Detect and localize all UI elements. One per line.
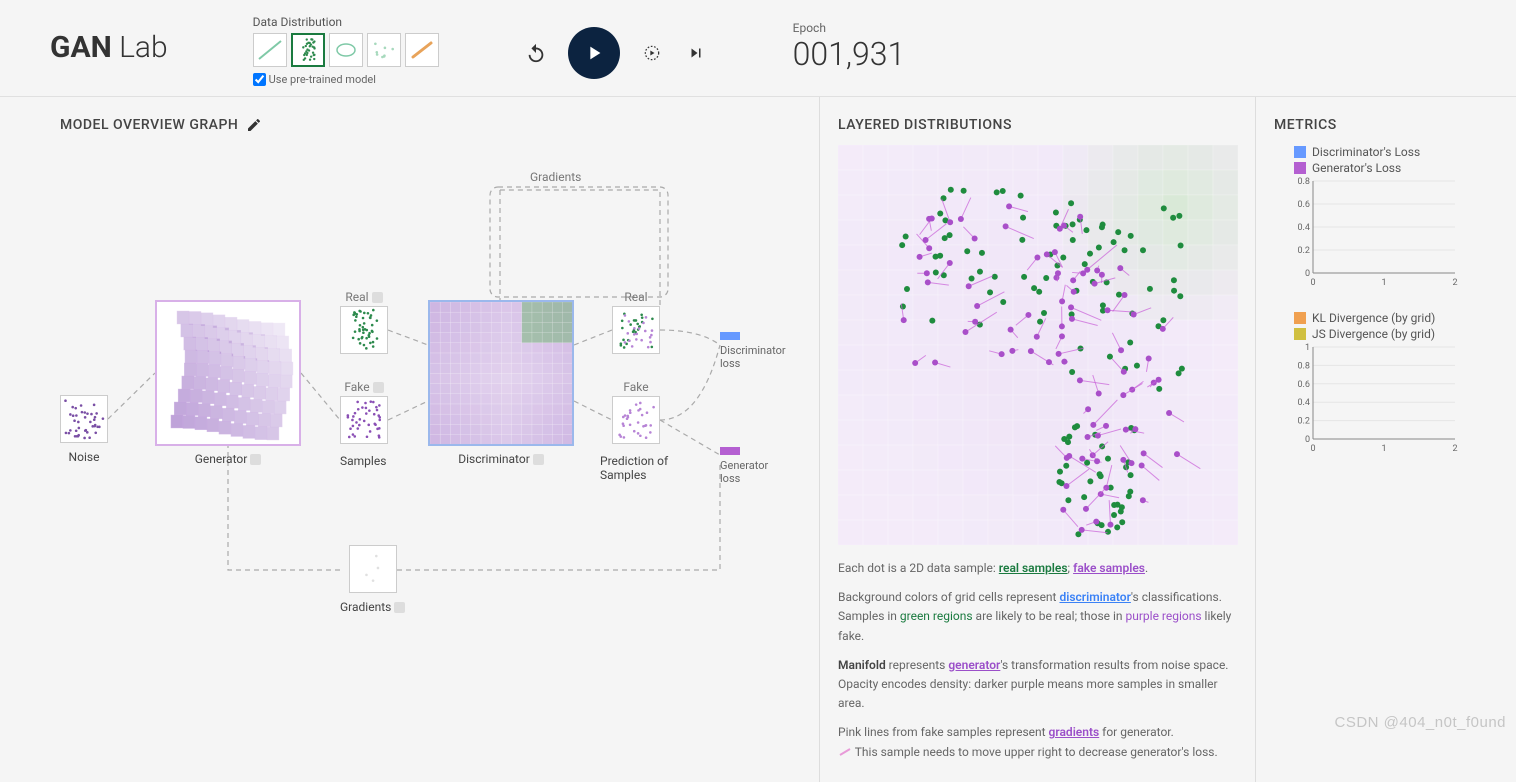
caption-1: Each dot is a 2D data sample: real sampl…: [838, 559, 1237, 578]
svg-text:0.8: 0.8: [1298, 177, 1311, 187]
dd-thumb-line[interactable]: [253, 33, 287, 67]
real-node[interactable]: Real: [340, 290, 388, 357]
metrics-column: METRICS Discriminator's Loss Generator's…: [1256, 97, 1516, 782]
gen-loss-block: Generator loss: [720, 440, 790, 485]
svg-text:0: 0: [1305, 269, 1310, 279]
fake-samples-link[interactable]: fake samples: [1073, 561, 1145, 575]
main: MODEL OVERVIEW GRAPH Gradients Noise Gen…: [0, 97, 1516, 782]
samples-label: Samples: [340, 454, 386, 468]
svg-text:0.8: 0.8: [1298, 361, 1311, 371]
watermark: CSDN @404_n0t_f0und: [1335, 714, 1507, 731]
dd-thumb-ring[interactable]: [329, 33, 363, 67]
svg-text:0: 0: [1310, 444, 1315, 453]
divergence-chart: 0 0.2 0.4 0.6 0.8 1 0 1 2: [1289, 343, 1459, 453]
svg-text:0.2: 0.2: [1298, 246, 1311, 256]
svg-text:0: 0: [1310, 278, 1315, 287]
gradients-bottom-node[interactable]: Gradients: [340, 545, 405, 614]
reset-button[interactable]: [524, 41, 548, 65]
fake-node[interactable]: Fake: [340, 380, 388, 447]
overview-canvas: Gradients Noise Generator Real Fake Samp…: [60, 145, 790, 645]
playback-controls: [524, 15, 708, 79]
legend-kl: KL Divergence (by grid): [1294, 311, 1498, 325]
svg-text:0.4: 0.4: [1298, 223, 1311, 233]
logo: GAN Lab: [50, 15, 168, 65]
loss-chart: 0 0.2 0.4 0.6 0.8 0 1 2: [1289, 177, 1459, 287]
pretrained-checkbox[interactable]: Use pre-trained model: [253, 73, 439, 86]
generator-link[interactable]: generator: [948, 658, 1000, 672]
gradients-top-label: Gradients: [530, 170, 581, 184]
svg-text:1: 1: [1381, 278, 1386, 287]
noise-node[interactable]: Noise: [60, 395, 108, 464]
caption-3: Manifold represents generator's transfor…: [838, 656, 1237, 714]
gradients-link[interactable]: gradients: [1049, 725, 1100, 739]
dd-thumb-dots[interactable]: [367, 33, 401, 67]
generator-node[interactable]: Generator: [155, 300, 301, 466]
data-distribution-label: Data Distribution: [253, 15, 439, 29]
svg-text:0.4: 0.4: [1298, 398, 1311, 408]
real-samples-link[interactable]: real samples: [999, 561, 1068, 575]
legend-js: JS Divergence (by grid): [1294, 327, 1498, 341]
edit-icon[interactable]: [246, 117, 262, 133]
overview-title: MODEL OVERVIEW GRAPH: [60, 117, 789, 133]
svg-text:1: 1: [1381, 444, 1386, 453]
epoch-label: Epoch: [793, 21, 906, 35]
overview-column: MODEL OVERVIEW GRAPH Gradients Noise Gen…: [0, 97, 820, 782]
discriminator-link[interactable]: discriminator: [1059, 590, 1130, 604]
caption-2: Background colors of grid cells represen…: [838, 588, 1237, 646]
layered-title: LAYERED DISTRIBUTIONS: [838, 117, 1237, 133]
legend-gen-loss: Generator's Loss: [1294, 161, 1498, 175]
disc-loss-block: Discriminator loss: [720, 325, 790, 370]
data-distribution-section: Data Distribution Use pre-trained model: [253, 15, 439, 86]
svg-text:0.6: 0.6: [1298, 380, 1311, 390]
layered-column: LAYERED DISTRIBUTIONS Each dot is a 2D d…: [820, 97, 1256, 782]
play-button[interactable]: [568, 27, 620, 79]
metrics-title: METRICS: [1274, 117, 1498, 133]
caption-4: Pink lines from fake samples represent g…: [838, 723, 1237, 761]
pred-samples-label: Prediction of Samples: [600, 454, 690, 482]
svg-text:0.2: 0.2: [1298, 417, 1311, 427]
pretrained-input[interactable]: [253, 73, 266, 86]
pred-real-node[interactable]: Real: [612, 290, 660, 357]
pred-fake-node[interactable]: Fake: [612, 380, 660, 447]
epoch-value: 001,931: [793, 35, 906, 73]
discriminator-node[interactable]: Discriminator: [428, 300, 574, 466]
svg-text:0.6: 0.6: [1298, 200, 1311, 210]
svg-text:2: 2: [1452, 278, 1457, 287]
step-button[interactable]: [684, 41, 708, 65]
header: GAN Lab Data Distribution Use pre-traine…: [0, 0, 1516, 97]
epoch-display: Epoch 001,931: [793, 15, 906, 73]
svg-text:2: 2: [1452, 444, 1457, 453]
layered-viz[interactable]: [838, 145, 1238, 545]
dd-thumb-cluster[interactable]: [291, 33, 325, 67]
legend-disc-loss: Discriminator's Loss: [1294, 145, 1498, 159]
svg-text:1: 1: [1305, 343, 1310, 353]
svg-text:0: 0: [1305, 435, 1310, 445]
slow-button[interactable]: [640, 41, 664, 65]
data-distribution-row: [253, 33, 439, 67]
dd-thumb-stroke[interactable]: [405, 33, 439, 67]
